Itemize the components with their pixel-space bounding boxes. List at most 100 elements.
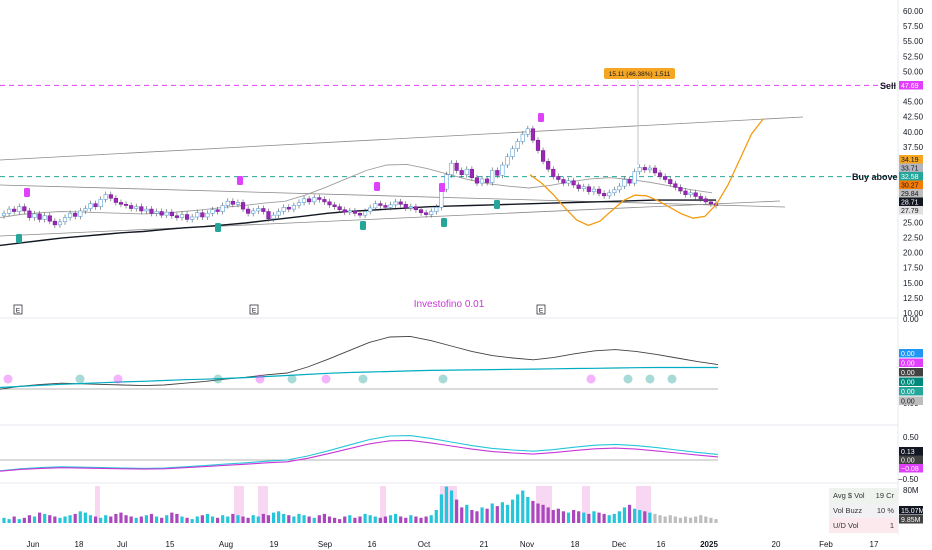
candle-body[interactable] — [505, 156, 510, 166]
candle-body[interactable] — [195, 212, 200, 218]
candle-body[interactable] — [490, 170, 495, 183]
candle-body[interactable] — [271, 214, 276, 220]
candle-body[interactable] — [317, 197, 322, 200]
candle-body[interactable] — [22, 206, 27, 212]
candle-body[interactable] — [149, 208, 154, 214]
candle-body[interactable] — [144, 208, 149, 212]
candle-body[interactable] — [52, 220, 57, 226]
candle-body[interactable] — [261, 208, 266, 212]
candle-body[interactable] — [485, 178, 490, 183]
candle-body[interactable] — [98, 199, 103, 207]
candle-body[interactable] — [240, 202, 246, 210]
candle-body[interactable] — [566, 180, 571, 184]
candle-body[interactable] — [169, 211, 174, 217]
candle-body[interactable] — [154, 211, 159, 214]
candle-body[interactable] — [322, 199, 327, 203]
candle-body[interactable] — [520, 133, 525, 142]
candle-body[interactable] — [495, 170, 500, 176]
candle-body[interactable] — [403, 203, 408, 209]
candle-body[interactable] — [139, 206, 144, 212]
candle-body[interactable] — [37, 213, 42, 220]
candle-body[interactable] — [378, 203, 383, 206]
candle-body[interactable] — [398, 201, 403, 205]
candle-body[interactable] — [607, 192, 612, 197]
earnings-marker-box[interactable] — [13, 304, 23, 315]
candle-body[interactable] — [88, 203, 93, 209]
candle-body[interactable] — [57, 221, 63, 226]
candle-body[interactable] — [627, 179, 632, 184]
candle-body[interactable] — [459, 170, 464, 175]
candle-body[interactable] — [352, 210, 358, 214]
candle-body[interactable] — [663, 176, 668, 180]
candle-body[interactable] — [27, 210, 32, 218]
candle-body[interactable] — [576, 184, 581, 189]
candle-body[interactable] — [62, 217, 68, 223]
candle-body[interactable] — [190, 216, 195, 220]
candle-body[interactable] — [108, 194, 113, 199]
candle-body[interactable] — [469, 168, 474, 179]
candle-body[interactable] — [622, 179, 627, 187]
candle-body[interactable] — [286, 207, 291, 210]
candle-body[interactable] — [408, 206, 413, 209]
candle-body[interactable] — [434, 207, 439, 212]
candle-body[interactable] — [230, 200, 235, 205]
candle-body[interactable] — [546, 161, 551, 170]
candle-body[interactable] — [47, 215, 52, 222]
candle-body[interactable] — [510, 148, 515, 157]
candle-body[interactable] — [281, 207, 286, 212]
candle-body[interactable] — [12, 208, 17, 212]
candle-body[interactable] — [118, 202, 124, 205]
candle-body[interactable] — [602, 193, 607, 197]
candle-body[interactable] — [78, 210, 83, 217]
candle-body[interactable] — [357, 213, 363, 216]
candle-body[interactable] — [540, 150, 546, 162]
candle-body[interactable] — [424, 212, 429, 215]
candle-body[interactable] — [220, 205, 225, 212]
earnings-marker-box[interactable] — [249, 304, 259, 315]
candle-body[interactable] — [657, 172, 663, 177]
candle-body[interactable] — [383, 205, 388, 208]
candle-body[interactable] — [68, 213, 73, 218]
candle-body[interactable] — [454, 162, 459, 171]
candle-body[interactable] — [174, 215, 180, 218]
candle-body[interactable] — [129, 205, 134, 209]
candle-body[interactable] — [332, 204, 337, 207]
candle-body[interactable] — [429, 211, 434, 215]
candle-body[interactable] — [591, 188, 597, 192]
candle-body[interactable] — [393, 201, 398, 206]
candle-body[interactable] — [312, 197, 317, 203]
candle-body[interactable] — [205, 213, 210, 218]
candle-body[interactable] — [291, 205, 296, 210]
candle-body[interactable] — [444, 174, 449, 190]
candle-body[interactable] — [93, 203, 98, 207]
candle-body[interactable] — [652, 167, 658, 174]
candle-body[interactable] — [596, 188, 602, 194]
candle-body[interactable] — [113, 197, 118, 203]
candle-body[interactable] — [708, 201, 714, 204]
candle-body[interactable] — [464, 168, 469, 175]
candle-body[interactable] — [184, 214, 190, 220]
candle-body[interactable] — [362, 211, 368, 216]
candle-body[interactable] — [301, 198, 307, 203]
candle-body[interactable] — [413, 206, 419, 211]
candle-body[interactable] — [551, 168, 556, 177]
candle-body[interactable] — [307, 198, 312, 203]
candle-body[interactable] — [337, 206, 342, 211]
candle-body[interactable] — [256, 208, 261, 212]
candle-body[interactable] — [327, 201, 332, 206]
candle-body[interactable] — [103, 194, 108, 200]
candle-body[interactable] — [1, 213, 7, 217]
candle-body[interactable] — [673, 183, 678, 188]
candle-body[interactable] — [225, 200, 230, 206]
candle-body[interactable] — [73, 213, 78, 217]
candle-body[interactable] — [617, 185, 622, 191]
candle-body[interactable] — [200, 212, 205, 218]
candle-body[interactable] — [179, 214, 185, 218]
candle-body[interactable] — [266, 211, 271, 220]
earnings-marker-box[interactable] — [536, 304, 546, 315]
candle-body[interactable] — [637, 167, 642, 172]
candle-body[interactable] — [668, 179, 673, 185]
candle-body[interactable] — [251, 210, 256, 214]
candle-body[interactable] — [296, 202, 302, 206]
candle-body[interactable] — [347, 210, 352, 213]
